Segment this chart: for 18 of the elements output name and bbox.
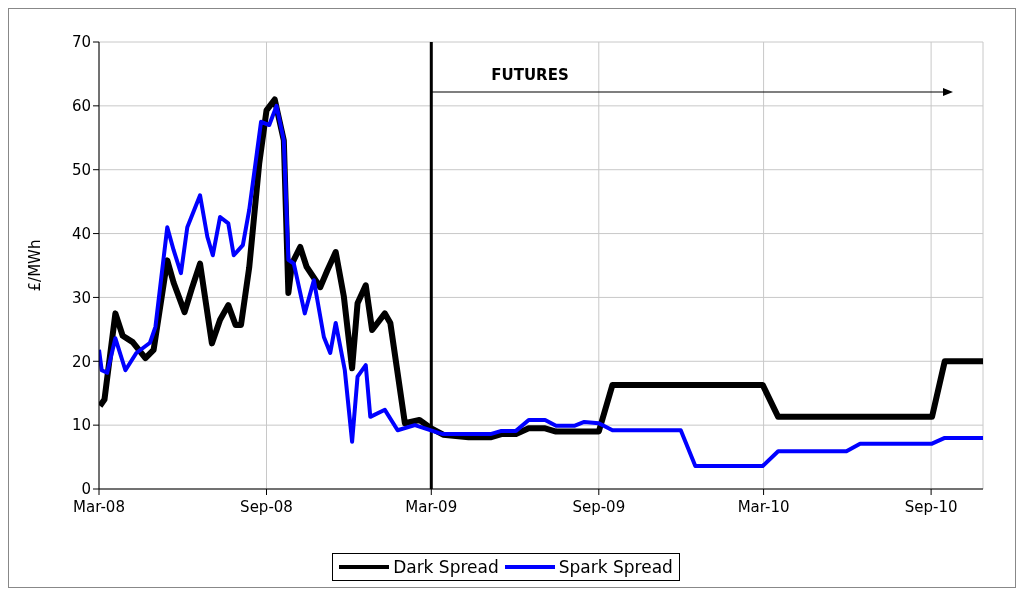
x-tick-label: Mar-08 [73,497,125,516]
y-axis-title: £/MWh [26,239,45,292]
y-tick-label: 40 [71,224,91,243]
y-tick-label: 20 [71,352,91,371]
x-tick-label: Sep-09 [572,497,626,516]
legend-label: Dark Spread [392,557,499,577]
legend-label: Spark Spread [557,557,673,577]
annotation: FUTURES [491,66,569,84]
y-tick-label: 30 [71,288,91,307]
y-tick-label: 50 [71,161,91,180]
y-tick-label: 60 [71,97,91,116]
x-tick-label: Mar-10 [737,497,790,516]
y-tick-label: 10 [71,416,91,435]
y-tick-label: 0 [81,480,91,499]
x-tick-label: Sep-08 [240,497,293,516]
x-tick-label: Sep-10 [904,497,958,516]
y-tick-label: 70 [71,33,91,52]
x-tick-label: Mar-09 [405,497,458,516]
